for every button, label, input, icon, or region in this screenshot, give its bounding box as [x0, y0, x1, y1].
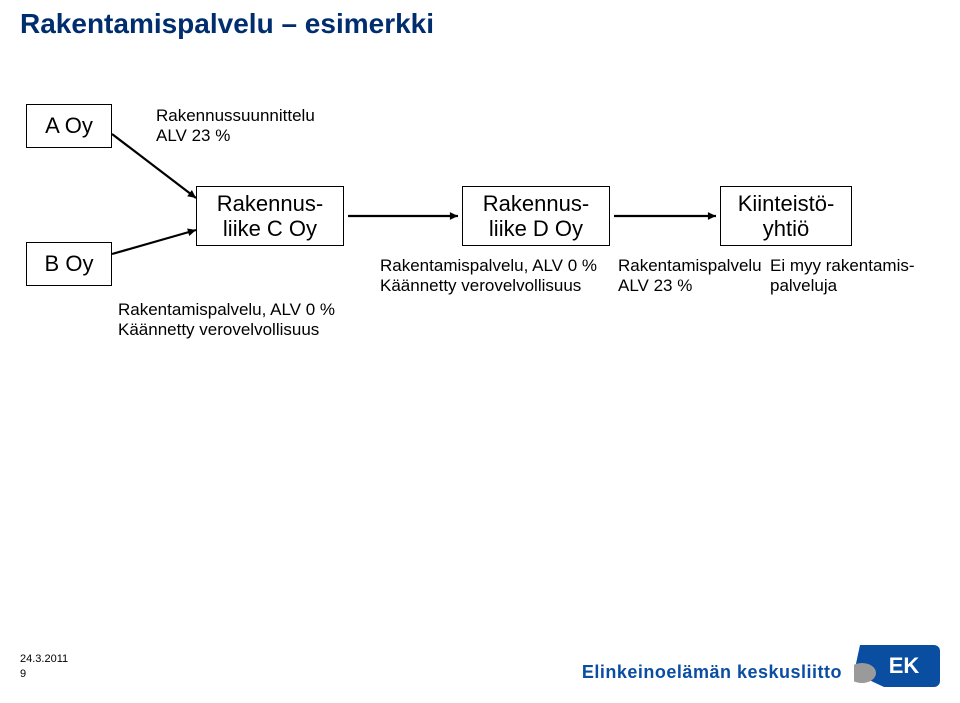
footer-date-text: 24.3.2011 [20, 653, 68, 665]
edge-label-d-to-k-right: Ei myy rakentamis-palveluja [770, 256, 915, 297]
node-a-label: A Oy [45, 113, 93, 138]
node-k-label: Kiinteistö-yhtiö [738, 191, 835, 242]
page-title: Rakentamispalvelu – esimerkki [20, 8, 434, 40]
footer-date: 24.3.2011 9 [20, 652, 68, 681]
node-c-label: Rakennus-liike C Oy [217, 191, 323, 242]
node-a-oy: A Oy [26, 104, 112, 148]
edge-label-b-to-c: Rakentamispalvelu, ALV 0 %Käännetty vero… [118, 300, 335, 341]
node-rakennusliike-c: Rakennus-liike C Oy [196, 186, 344, 246]
edge-label-a-to-c: RakennussuunnitteluALV 23 % [156, 106, 315, 147]
ek-logo-icon: EK [854, 643, 940, 689]
edge-label-c-to-d: Rakentamispalvelu, ALV 0 %Käännetty vero… [380, 256, 597, 297]
node-b-oy: B Oy [26, 242, 112, 286]
svg-text:EK: EK [889, 653, 920, 678]
node-b-label: B Oy [45, 251, 94, 276]
node-kiinteistoyhtio: Kiinteistö-yhtiö [720, 186, 852, 246]
arrow-layer [0, 0, 960, 703]
node-rakennusliike-d: Rakennus-liike D Oy [462, 186, 610, 246]
footer-page-number: 9 [20, 668, 26, 680]
edge-label-d-to-k-left: RakentamispalveluALV 23 % [618, 256, 762, 297]
node-d-label: Rakennus-liike D Oy [483, 191, 589, 242]
footer-brand: Elinkeinoelämän keskusliitto [582, 662, 842, 683]
